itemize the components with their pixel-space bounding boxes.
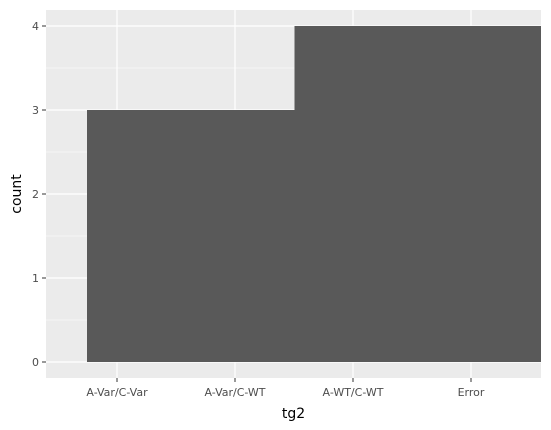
x-tick-label: Error bbox=[458, 386, 485, 399]
x-tick-label: A-WT/C-WT bbox=[323, 386, 384, 399]
bar-a-wt-c-wt bbox=[294, 26, 413, 362]
y-tick-label: 1 bbox=[32, 272, 39, 285]
bar-a-var-c-var bbox=[87, 110, 177, 362]
x-tick-label: A-Var/C-WT bbox=[204, 386, 265, 399]
x-axis-title: tg2 bbox=[282, 406, 305, 422]
y-tick-label: 3 bbox=[32, 104, 39, 117]
y-tick-label: 4 bbox=[32, 20, 39, 33]
y-axis-title: count bbox=[9, 174, 25, 214]
bars bbox=[87, 26, 541, 362]
bar-a-var-c-wt bbox=[176, 110, 295, 362]
bar-error bbox=[412, 26, 541, 362]
y-tick-label: 0 bbox=[32, 356, 39, 369]
x-axis-ticks: A-Var/C-Var A-Var/C-WT A-WT/C-WT Error bbox=[86, 378, 485, 399]
x-tick-label: A-Var/C-Var bbox=[86, 386, 148, 399]
y-tick-label: 2 bbox=[32, 188, 39, 201]
y-axis-ticks: 0 1 2 3 4 bbox=[32, 20, 46, 369]
